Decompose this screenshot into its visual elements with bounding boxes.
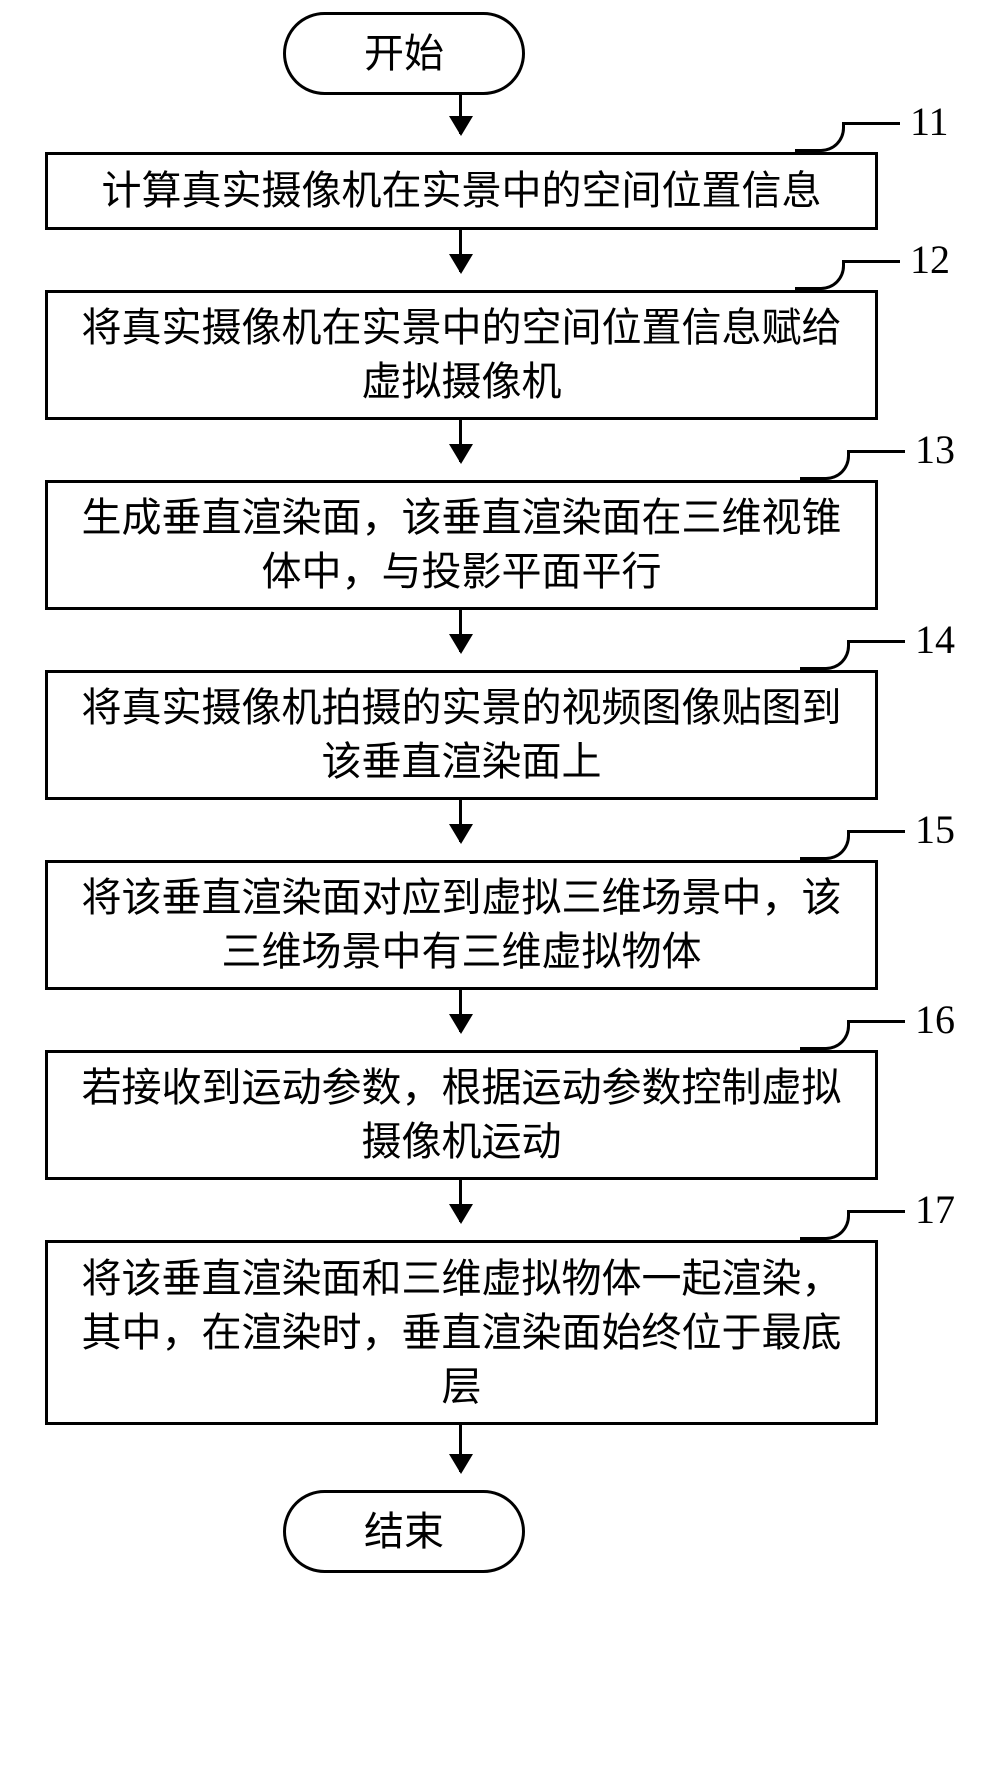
arrow-13-14 (459, 610, 462, 652)
start-label: 开始 (364, 27, 444, 81)
step-label-13: 13 (915, 426, 955, 473)
label-line-12 (845, 260, 900, 263)
process-text: 将该垂直渲染面对应到虚拟三维场景中，该三维场景中有三维虚拟物体 (68, 871, 855, 979)
label-line-15 (850, 830, 905, 833)
flowchart-container: 开始 计算真实摄像机在实景中的空间位置信息 11 将真实摄像机在实景中的空间位置… (0, 0, 998, 1791)
label-connector-14 (800, 640, 850, 670)
label-line-13 (850, 450, 905, 453)
process-text: 将真实摄像机拍摄的实景的视频图像贴图到该垂直渲染面上 (68, 681, 855, 789)
process-step-12: 将真实摄像机在实景中的空间位置信息赋给虚拟摄像机 (45, 290, 878, 420)
arrow-11-12 (459, 230, 462, 272)
process-step-17: 将该垂直渲染面和三维虚拟物体一起渲染，其中，在渲染时，垂直渲染面始终位于最底层 (45, 1240, 878, 1425)
arrow-12-13 (459, 420, 462, 462)
label-connector-15 (800, 830, 850, 860)
process-step-14: 将真实摄像机拍摄的实景的视频图像贴图到该垂直渲染面上 (45, 670, 878, 800)
label-line-16 (850, 1020, 905, 1023)
step-label-14: 14 (915, 616, 955, 663)
process-text: 将真实摄像机在实景中的空间位置信息赋给虚拟摄像机 (68, 301, 855, 409)
label-connector-16 (800, 1020, 850, 1050)
process-text: 将该垂直渲染面和三维虚拟物体一起渲染，其中，在渲染时，垂直渲染面始终位于最底层 (68, 1252, 855, 1414)
process-step-11: 计算真实摄像机在实景中的空间位置信息 (45, 152, 878, 230)
process-text: 若接收到运动参数，根据运动参数控制虚拟摄像机运动 (68, 1061, 855, 1169)
arrow-15-16 (459, 990, 462, 1032)
label-connector-11 (795, 122, 845, 152)
arrow-start-11 (459, 95, 462, 134)
process-text: 生成垂直渲染面，该垂直渲染面在三维视锥体中，与投影平面平行 (68, 491, 855, 599)
process-step-16: 若接收到运动参数，根据运动参数控制虚拟摄像机运动 (45, 1050, 878, 1180)
step-label-12: 12 (910, 236, 950, 283)
process-step-13: 生成垂直渲染面，该垂直渲染面在三维视锥体中，与投影平面平行 (45, 480, 878, 610)
start-node: 开始 (283, 12, 525, 95)
label-line-17 (850, 1210, 905, 1213)
end-node: 结束 (283, 1490, 525, 1573)
end-label: 结束 (364, 1505, 444, 1559)
process-step-15: 将该垂直渲染面对应到虚拟三维场景中，该三维场景中有三维虚拟物体 (45, 860, 878, 990)
arrow-17-end (459, 1425, 462, 1472)
step-label-15: 15 (915, 806, 955, 853)
label-connector-12 (795, 260, 845, 290)
label-connector-13 (800, 450, 850, 480)
arrow-14-15 (459, 800, 462, 842)
step-label-17: 17 (915, 1186, 955, 1233)
label-line-11 (845, 122, 900, 125)
label-connector-17 (800, 1210, 850, 1240)
process-text: 计算真实摄像机在实景中的空间位置信息 (102, 164, 822, 218)
arrow-16-17 (459, 1180, 462, 1222)
label-line-14 (850, 640, 905, 643)
step-label-16: 16 (915, 996, 955, 1043)
step-label-11: 11 (910, 98, 949, 145)
